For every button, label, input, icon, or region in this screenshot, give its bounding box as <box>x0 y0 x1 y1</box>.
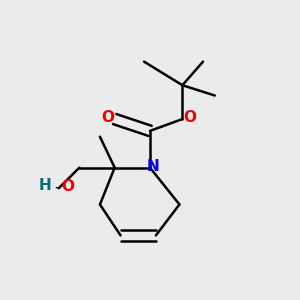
Text: O: O <box>61 179 74 194</box>
Text: O: O <box>183 110 196 125</box>
Text: -: - <box>55 179 60 194</box>
Text: N: N <box>147 159 159 174</box>
Text: H: H <box>39 178 52 193</box>
Text: O: O <box>101 110 114 125</box>
